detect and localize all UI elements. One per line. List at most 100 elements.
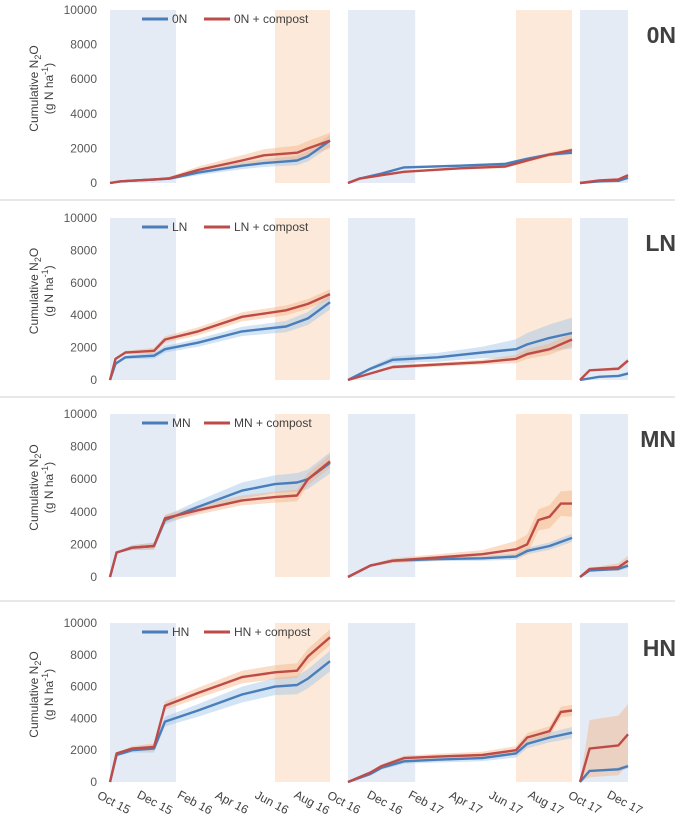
y-tick-label: 2000	[70, 341, 97, 355]
error-band-0n	[110, 134, 330, 183]
x-tick-label: Apr 16	[213, 788, 251, 817]
y-tick-label: 8000	[70, 648, 97, 662]
y-tick-label: 4000	[70, 308, 97, 322]
series-line-hn	[108, 660, 331, 783]
series-line-mn-compost	[579, 559, 629, 578]
error-band-hn	[110, 650, 330, 782]
x-tick-label: Aug 16	[292, 787, 332, 817]
summer-shading	[516, 414, 572, 577]
y-tick-label: 0	[90, 176, 97, 190]
winter-shading	[348, 414, 416, 577]
winter-shading	[348, 623, 416, 782]
legend-label: LN + compost	[234, 220, 309, 234]
x-tick-label: Dec 17	[605, 787, 645, 817]
panel-title: MN	[640, 426, 675, 452]
panel-mn: 0 2000 4000 6000 8000 10000 Cumulative N2O(g N…	[0, 407, 675, 602]
panel-0n: 0 2000 4000 6000 8000 10000 Cumulative N2O(g N…	[0, 3, 675, 201]
y-tick-label: 8000	[70, 38, 97, 52]
panel-hn: 0 2000 4000 6000 8000 10000 Cumulative N2O(g N…	[27, 616, 675, 789]
winter-shading	[110, 10, 176, 183]
winter-shading	[110, 414, 176, 577]
x-tick-label: Jun 16	[253, 788, 292, 817]
series-line-ln-compost	[108, 293, 331, 381]
panel-title: LN	[645, 230, 675, 256]
error-band-0n-compost	[110, 132, 330, 183]
y-tick-label: 2000	[70, 537, 97, 551]
y-tick-label: 8000	[70, 243, 97, 257]
legend: 0N 0N + compost	[142, 12, 309, 26]
winter-shading	[580, 414, 628, 577]
series-line-ln	[108, 301, 331, 381]
winter-shading	[110, 218, 176, 380]
y-tick-label: 2000	[70, 743, 97, 757]
y-tick-label: 10000	[64, 616, 98, 630]
error-band-hn-compost	[580, 704, 628, 782]
series-line-hn-compost	[578, 733, 629, 783]
y-tick-label: 0	[90, 570, 97, 584]
x-tick-label: Oct 17	[566, 788, 604, 817]
summer-shading	[516, 623, 572, 782]
x-tick-label: Feb 16	[175, 788, 215, 818]
y-tick-label: 10000	[64, 407, 98, 421]
y-tick-label: 6000	[70, 276, 97, 290]
panel-title: 0N	[647, 22, 675, 48]
series-line-mn-compost	[108, 460, 331, 578]
y-tick-label: 8000	[70, 440, 97, 454]
y-axis-label: Cumulative N2O(g N ha-1)	[27, 651, 56, 737]
series-line-ln-compost	[579, 359, 629, 381]
error-band-mn-compost	[580, 555, 628, 577]
summer-shading	[275, 623, 330, 782]
legend-label: HN + compost	[234, 625, 311, 639]
error-band-ln-compost	[348, 333, 572, 380]
x-tick-label: Feb 17	[406, 788, 446, 818]
y-tick-label: 10000	[64, 3, 98, 17]
series-line-ln-compost	[347, 338, 573, 382]
error-band-hn-compost	[110, 629, 330, 782]
y-axis-label: Cumulative N2O(g N ha-1)	[27, 248, 56, 334]
y-tick-label: 6000	[70, 680, 97, 694]
x-tick-label: Jun 17	[487, 788, 526, 817]
series-line-hn-compost	[347, 709, 573, 784]
y-tick-label: 2000	[70, 141, 97, 155]
y-tick-label: 10000	[64, 211, 98, 225]
legend-label: MN + compost	[234, 416, 312, 430]
series-line-ln	[579, 372, 629, 382]
panel-title: HN	[643, 635, 675, 661]
legend-label: HN	[172, 625, 189, 639]
series-line-ln	[347, 331, 573, 382]
y-axis-label: Cumulative N2O(g N ha-1)	[27, 45, 56, 131]
panel-ln: 0 2000 4000 6000 8000 10000 Cumulative N2O(g N…	[0, 211, 675, 398]
x-tick-label: Dec 16	[365, 787, 405, 817]
error-band-ln	[348, 317, 572, 380]
y-tick-label: 0	[90, 373, 97, 387]
x-tick-label: Oct 15	[95, 788, 133, 817]
error-band-hn	[348, 727, 572, 782]
x-tick-label: Apr 17	[447, 788, 485, 817]
series-line-hn-compost	[108, 636, 331, 783]
y-tick-label: 0	[90, 775, 97, 789]
legend-label: MN	[172, 416, 191, 430]
x-tick-label: Oct 16	[325, 788, 363, 817]
legend: MN MN + compost	[142, 416, 312, 430]
winter-shading	[580, 10, 628, 183]
winter-shading	[110, 623, 176, 782]
y-tick-label: 4000	[70, 505, 97, 519]
winter-shading	[348, 218, 416, 380]
y-tick-label: 6000	[70, 472, 97, 486]
winter-shading	[580, 218, 628, 380]
series-line-0n-compost	[347, 148, 573, 185]
error-band-0n	[348, 151, 572, 183]
series-line-mn-compost	[347, 502, 572, 579]
summer-shading	[516, 218, 572, 380]
y-tick-label: 6000	[70, 72, 97, 86]
series-line-0n-compost	[109, 139, 331, 185]
legend: HN HN + compost	[142, 625, 311, 639]
legend-label: LN	[172, 220, 187, 234]
x-tick-label: Dec 15	[135, 787, 175, 817]
legend-label: 0N	[172, 12, 187, 26]
legend-label: 0N + compost	[234, 12, 309, 26]
y-axis-label: Cumulative N2O(g N ha-1)	[27, 444, 56, 530]
legend: LN LN + compost	[142, 220, 309, 234]
